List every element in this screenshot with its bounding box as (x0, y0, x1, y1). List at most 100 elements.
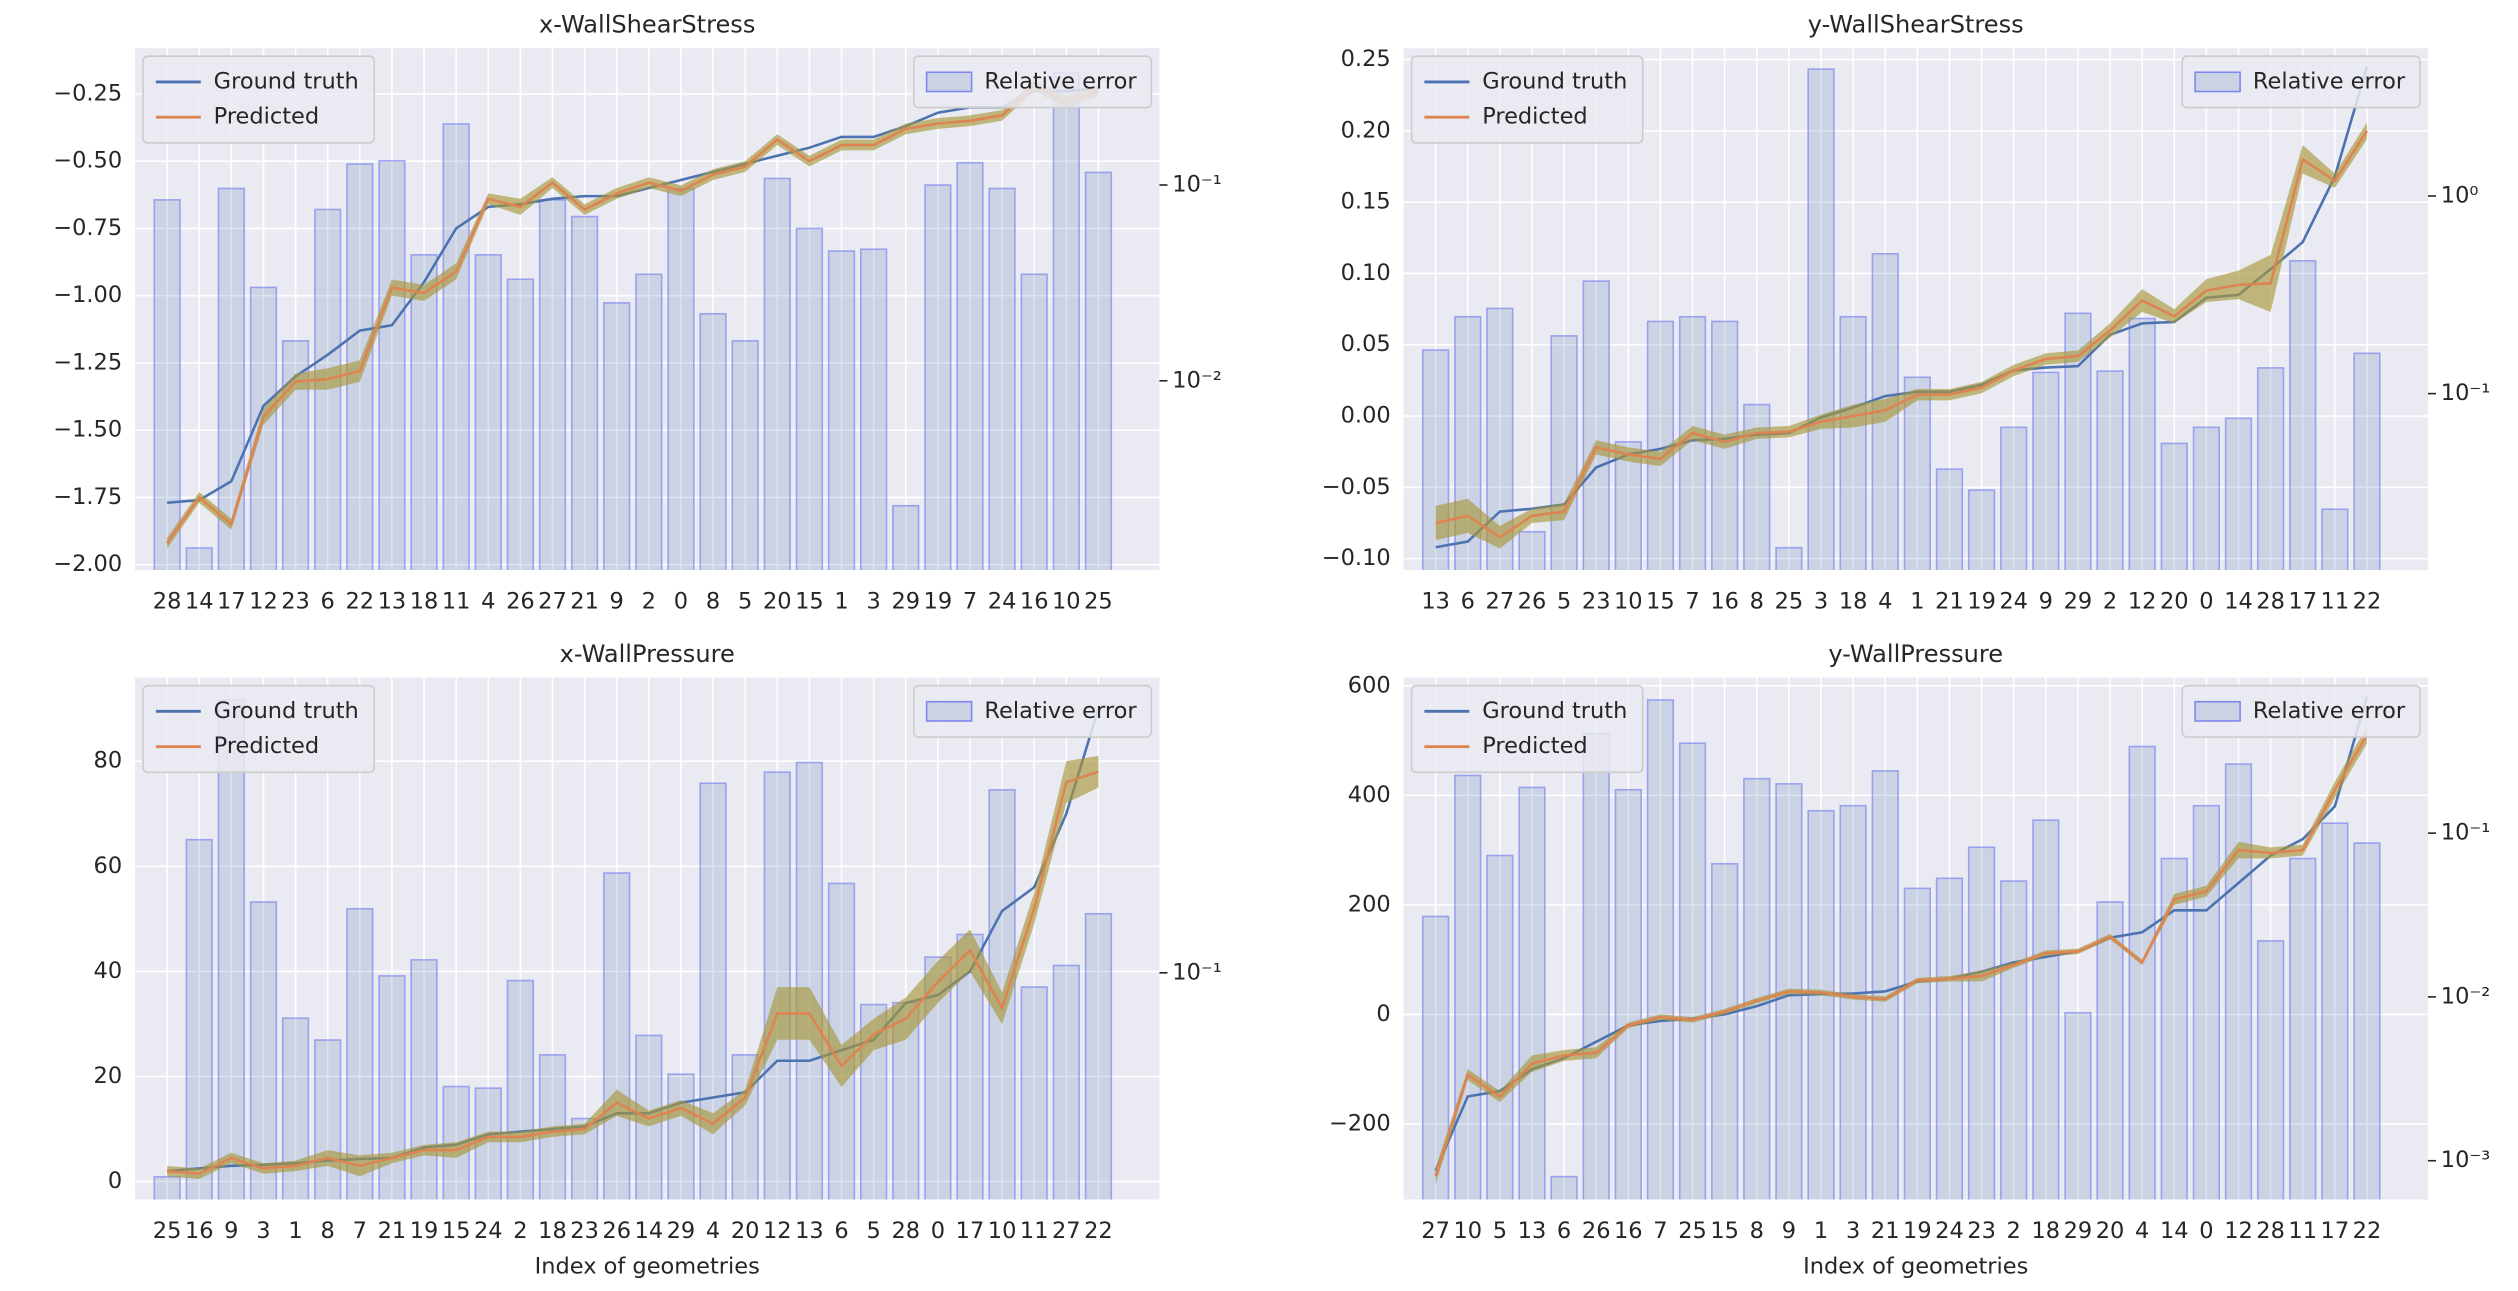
bar (2256, 940, 2285, 1200)
x-tick-label: 20 (2096, 1218, 2125, 1244)
bar (827, 250, 856, 571)
legend-label: Predicted (1482, 733, 1587, 759)
bar (2224, 763, 2253, 1200)
bar (153, 1176, 181, 1200)
x-tick-label: 14 (2160, 1218, 2189, 1244)
bar (442, 123, 470, 571)
bar (1582, 732, 1610, 1200)
x-tick-label: 16 (1710, 589, 1739, 615)
legend-label: Relative error (984, 68, 1137, 94)
bar (892, 504, 920, 571)
x-tick-label: 7 (963, 589, 977, 615)
y2-tick-label: 10⁻² (2441, 983, 2490, 1009)
bar (1614, 788, 1642, 1200)
x-tick-label: 25 (153, 1218, 182, 1244)
x-tick-label: 8 (706, 589, 720, 615)
x-tick-label: 29 (667, 1218, 696, 1244)
bar (699, 312, 727, 571)
x-tick-label: 28 (2256, 589, 2285, 615)
y-tick-label: −200 (1329, 1110, 1391, 1136)
x-tick-label: 5 (1557, 589, 1571, 615)
x-tick-label: 14 (185, 589, 214, 615)
x-tick-label: 18 (2032, 1218, 2061, 1244)
legend-label: Ground truth (214, 698, 359, 724)
x-tick-label: 11 (1020, 1218, 1049, 1244)
x-tick-label: 9 (1782, 1218, 1796, 1244)
bar (1454, 774, 1482, 1200)
bar (2321, 822, 2349, 1200)
x-tick-label: 12 (2128, 589, 2157, 615)
x-tick-label: 9 (224, 1218, 238, 1244)
x-tick-label: 5 (738, 589, 752, 615)
x-tick-label: 10 (988, 1218, 1017, 1244)
legend-label: Ground truth (214, 68, 359, 94)
bar (346, 907, 374, 1200)
legend: Relative error (912, 55, 1153, 109)
x-tick-label: 27 (538, 589, 567, 615)
bar (1807, 809, 1835, 1200)
x-tick-label: 6 (1557, 1218, 1571, 1244)
x-tick-label: 28 (153, 589, 182, 615)
bar (1020, 986, 1048, 1200)
bar (924, 184, 952, 571)
y-tick-label: −2.00 (53, 551, 122, 577)
bar (249, 901, 278, 1200)
x-tick-label: 2 (2103, 589, 2117, 615)
bar (185, 547, 213, 571)
bar (1871, 770, 1899, 1200)
x-tick-label: 4 (481, 589, 495, 615)
bar (314, 1039, 342, 1200)
bar (1550, 335, 1578, 571)
x-tick-label: 8 (1750, 589, 1764, 615)
y-tick-label: −0.10 (1322, 545, 1391, 571)
bar (2064, 1011, 2092, 1200)
legend: Ground truth Predicted (1410, 55, 1644, 144)
x-tick-label: 25 (1084, 589, 1113, 615)
plot-content (1421, 696, 2381, 1200)
x-tick-label: 4 (1878, 589, 1892, 615)
bar (570, 215, 599, 571)
x-tick-label: 0 (931, 1218, 945, 1244)
x-tick-label: 9 (2039, 589, 2053, 615)
line (1435, 130, 2369, 539)
x-tick-label: 28 (2256, 1218, 2285, 1244)
line (166, 84, 1099, 544)
x-tick-label: 15 (795, 589, 824, 615)
bar (1678, 742, 1707, 1200)
x-tick-label: 0 (2199, 589, 2213, 615)
x-tick-label: 7 (1653, 1218, 1667, 1244)
x-tick-label: 1 (1910, 589, 1924, 615)
bar (410, 959, 438, 1200)
bar (2353, 842, 2381, 1200)
x-tick-label: 13 (1421, 589, 1450, 615)
bar (2289, 857, 2317, 1200)
bar (1839, 804, 1867, 1200)
x-tick-label: 24 (474, 1218, 503, 1244)
x-tick-label: 24 (1999, 589, 2028, 615)
y2-tick-label: 10⁰ (2441, 183, 2479, 209)
legend-label: Relative error (984, 698, 1137, 724)
x-tick-label: 8 (321, 1218, 335, 1244)
x-tick-label: 25 (1678, 1218, 1707, 1244)
x-tick-label: 15 (442, 1218, 471, 1244)
x-tick-label: 0 (674, 589, 688, 615)
bar (1807, 68, 1835, 571)
bar (2000, 880, 2028, 1200)
legend: Relative error (912, 684, 1153, 738)
x-tick-label: 23 (1967, 1218, 1996, 1244)
chart-title: x-WallShearStress (539, 11, 755, 39)
bar (795, 227, 824, 571)
bar (1550, 1175, 1578, 1200)
x-tick-label: 5 (1493, 1218, 1507, 1244)
bar (2192, 804, 2221, 1200)
x-tick-label: 7 (1685, 589, 1699, 615)
x-tick-label: 28 (891, 1218, 920, 1244)
bar (603, 302, 631, 571)
bar (2032, 819, 2060, 1200)
chart-title: y-WallShearStress (1808, 11, 2024, 39)
legend-swatch (925, 71, 973, 93)
x-tick-label: 11 (2288, 1218, 2317, 1244)
x-tick-label: 17 (2288, 589, 2317, 615)
